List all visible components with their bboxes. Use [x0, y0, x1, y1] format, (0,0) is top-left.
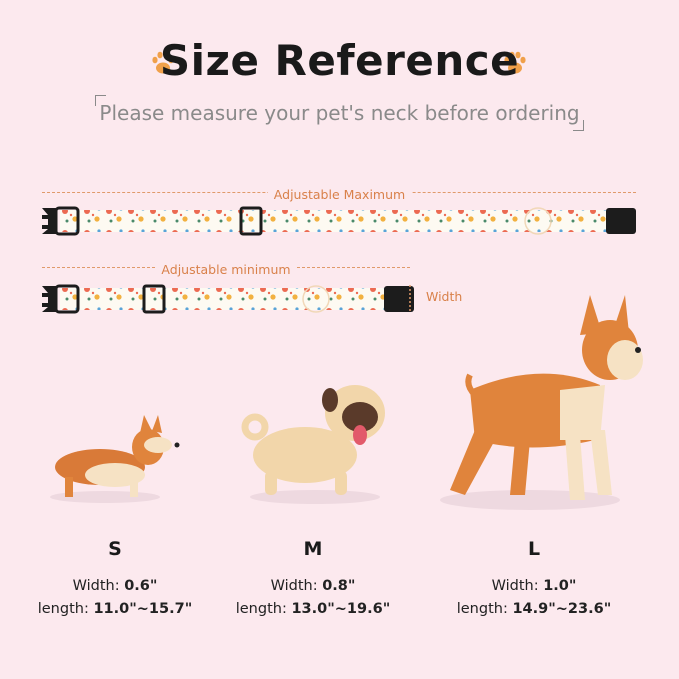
bracket-decoration: [95, 95, 106, 106]
size-s-width: Width: 0.6": [72, 578, 158, 594]
size-m-width: Width: 0.8": [270, 578, 356, 594]
collar-max: [42, 206, 636, 236]
max-label: Adjustable Maximum: [267, 187, 412, 202]
page-title: Size Reference: [159, 36, 520, 85]
width-label: Width: [426, 289, 463, 304]
medium-dog-pug-illustration: [241, 385, 385, 504]
paw-icon: [504, 51, 526, 74]
bracket-decoration: [573, 120, 584, 131]
large-dog-boxer-illustration: [440, 295, 643, 510]
size-label-l: L: [527, 538, 541, 560]
size-s-length: length: 11.0"~15.7": [37, 601, 193, 617]
size-label-m: M: [303, 538, 323, 560]
size-l-length: length: 14.9"~23.6": [456, 601, 612, 617]
size-label-s: S: [108, 538, 122, 560]
size-m-length: length: 13.0"~19.6": [235, 601, 391, 617]
paw-icon: [152, 51, 174, 74]
collar-min: [42, 284, 414, 314]
small-dog-corgi-illustration: [50, 415, 180, 503]
subtitle: Please measure your pet's neck before or…: [99, 101, 580, 125]
size-l-width: Width: 1.0": [491, 578, 577, 594]
min-label: Adjustable minimum: [155, 262, 297, 277]
